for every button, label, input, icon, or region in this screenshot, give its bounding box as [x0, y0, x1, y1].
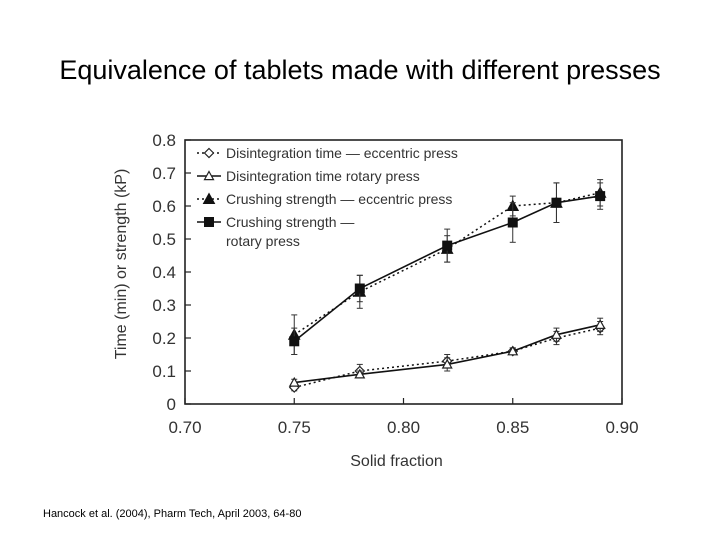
data-point-s2 — [441, 358, 453, 369]
legend-marker-1 — [203, 147, 215, 159]
slide-title: Equivalence of tablets made with differe… — [59, 55, 661, 85]
series-line-1 — [294, 327, 601, 389]
data-point-s4 — [354, 283, 365, 294]
series-line-4 — [293, 195, 601, 342]
y-axis-title: Time (min) or strength (kP) — [113, 169, 130, 360]
y-tick-label: 0.3 — [152, 296, 176, 315]
data-point-s4 — [442, 240, 453, 251]
y-tick-label: 0.8 — [152, 131, 176, 150]
y-tick-label: 0 — [167, 395, 176, 414]
x-tick-label: 0.90 — [605, 418, 638, 437]
y-tick-label: 0.2 — [152, 329, 176, 348]
x-axis-title: Solid fraction — [350, 453, 443, 470]
data-point-s2 — [507, 345, 519, 356]
y-tick-label: 0.6 — [152, 197, 176, 216]
legend-label-1: Disintegration time — eccentric press — [226, 145, 458, 161]
y-tick-label: 0.1 — [152, 362, 176, 381]
x-tick-label: 0.70 — [168, 418, 201, 437]
y-tick-label: 0.7 — [152, 164, 176, 183]
legend-label-4: rotary press — [226, 233, 300, 249]
data-point-s4 — [289, 336, 300, 347]
data-point-s2 — [594, 319, 606, 329]
data-point-s2 — [354, 368, 366, 379]
legend-marker-2 — [203, 170, 215, 181]
legend-label-4: Crushing strength — — [226, 214, 354, 230]
legend-label-2: Disintegration time rotary press — [226, 168, 420, 184]
data-point-s2 — [288, 376, 300, 387]
legend-marker-4 — [204, 217, 214, 227]
legend-marker-3 — [202, 192, 216, 204]
y-tick-label: 0.5 — [152, 230, 176, 249]
legend-label-3: Crushing strength — eccentric press — [226, 191, 452, 207]
y-tick-label: 0.4 — [152, 263, 176, 282]
data-point-s4 — [551, 197, 562, 208]
data-point-s4 — [595, 191, 606, 202]
series-line-2 — [294, 324, 601, 384]
x-tick-label: 0.80 — [387, 418, 420, 437]
data-point-s2 — [550, 328, 562, 339]
citation: Hancock et al. (2004), Pharm Tech, April… — [43, 508, 302, 520]
x-tick-label: 0.75 — [278, 418, 311, 437]
x-tick-label: 0.85 — [496, 418, 529, 437]
data-point-s4 — [507, 217, 518, 228]
